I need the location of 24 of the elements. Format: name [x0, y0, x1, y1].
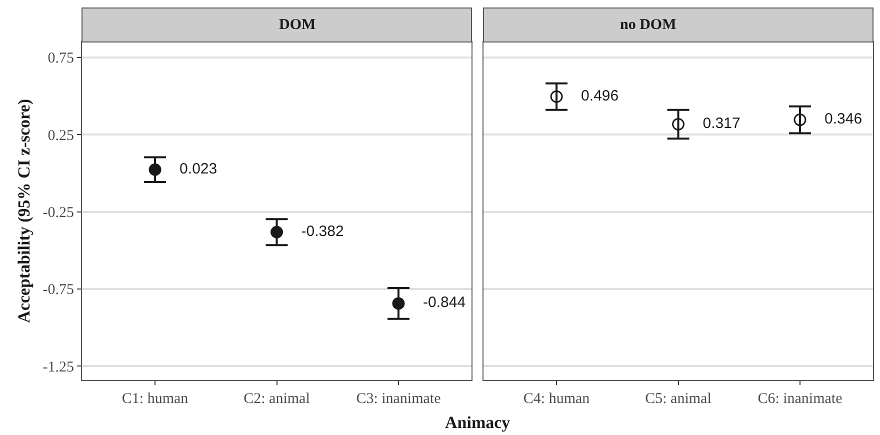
y-tick-label: -0.25 — [42, 205, 74, 222]
y-tick-label: 0.25 — [48, 128, 74, 144]
x-tick-label: C2: animal — [244, 391, 310, 407]
point — [392, 297, 405, 310]
x-tick-label: C4: human — [523, 391, 590, 407]
chart-title: DOM — [279, 17, 316, 33]
y-tick-label: -0.75 — [42, 282, 74, 298]
y-tick-label: -1.25 — [42, 359, 74, 376]
data-label: 0.496 — [564, 87, 619, 104]
data-label: -0.382 — [284, 222, 344, 240]
point — [148, 163, 162, 176]
y-axis-title: Acceptability (95% CI z-score) — [14, 99, 34, 323]
x-tick-label: C6: inanimate — [758, 391, 843, 407]
x-axis-title: Animacy — [445, 413, 511, 432]
data-label: 0.023 — [162, 160, 218, 178]
x-tick-label: C5: animal — [645, 391, 712, 407]
chart-title: no DOM — [620, 17, 676, 33]
data-label: 0.346 — [808, 110, 862, 128]
x-tick-label: C3: inanimate — [356, 391, 442, 407]
data-label: 0.317 — [686, 115, 740, 132]
x-tick-label: C1: human — [122, 391, 189, 407]
y-tick-label: 0.75 — [48, 50, 74, 67]
data-label: -0.844 — [406, 294, 466, 312]
point — [270, 226, 283, 238]
